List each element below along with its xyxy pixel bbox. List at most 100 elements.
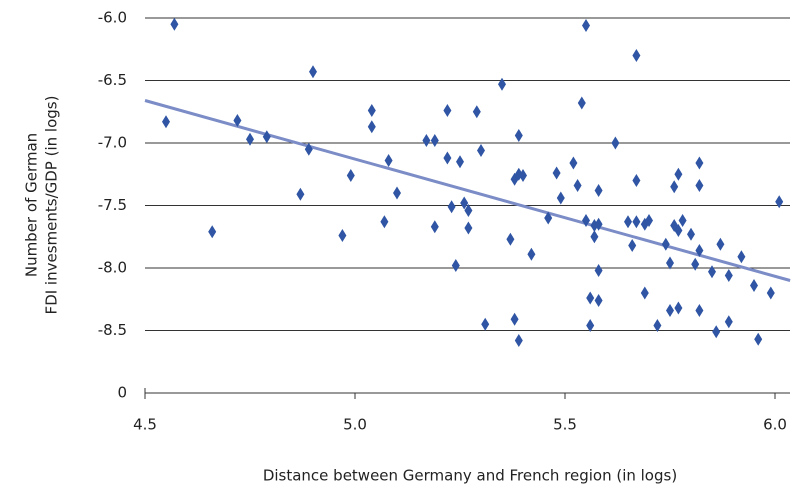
point (451, 259, 460, 272)
point (594, 264, 603, 277)
point (632, 174, 641, 187)
point (645, 214, 653, 227)
point (472, 105, 481, 119)
y-tick-label: -7.0 (98, 134, 127, 152)
y-tick-label: 0 (117, 384, 127, 402)
x-tick-label: 6.0 (763, 416, 787, 434)
point (695, 156, 704, 170)
point (640, 286, 649, 300)
point (687, 227, 695, 241)
point (506, 232, 515, 246)
point (262, 130, 271, 144)
point (456, 155, 464, 169)
point (443, 104, 452, 117)
point (724, 269, 733, 282)
point (674, 167, 683, 181)
point (519, 169, 527, 182)
point (737, 250, 746, 264)
point (628, 239, 637, 252)
y-tick-label: -8.0 (98, 259, 127, 277)
point (380, 215, 389, 229)
y-tick-label: -8.5 (98, 321, 127, 339)
point (695, 304, 704, 317)
point (477, 144, 485, 157)
point (724, 315, 733, 329)
point (430, 134, 439, 147)
point (514, 334, 523, 347)
point (577, 96, 586, 110)
point (569, 156, 578, 170)
point (766, 286, 775, 300)
y-tick-label: -6.5 (98, 71, 127, 89)
point (460, 196, 469, 210)
point (666, 304, 674, 317)
point (582, 19, 590, 32)
trend-line (144, 99, 791, 282)
point (162, 115, 170, 129)
point (590, 230, 599, 244)
point (624, 215, 632, 229)
point (750, 279, 758, 292)
point (246, 132, 254, 146)
point (666, 256, 674, 270)
point (582, 214, 590, 227)
point (309, 65, 317, 79)
point (233, 114, 242, 127)
point (552, 166, 561, 180)
x-tick-label: 5.5 (553, 416, 577, 434)
y-axis-label-line: FDI invesments/GDP (in logs) (43, 96, 61, 315)
point (712, 325, 721, 339)
point (170, 17, 179, 31)
point (632, 49, 641, 62)
point (367, 104, 376, 117)
point (611, 136, 620, 150)
point (573, 179, 582, 192)
point (346, 169, 355, 182)
point (653, 319, 662, 332)
point (632, 215, 641, 229)
point (754, 332, 763, 346)
point (708, 265, 716, 279)
point (498, 77, 506, 91)
point (464, 221, 473, 235)
point (208, 225, 217, 239)
point (678, 214, 687, 227)
point (674, 224, 683, 237)
point (514, 129, 523, 142)
point (661, 237, 670, 251)
point (691, 257, 700, 271)
point (594, 294, 603, 307)
x-tick-label: 4.5 (133, 416, 157, 434)
point (544, 211, 553, 225)
point (586, 319, 595, 332)
y-tick-label: -7.5 (98, 196, 127, 214)
point (695, 244, 704, 257)
point (393, 186, 401, 200)
point (775, 195, 784, 209)
point (556, 191, 565, 205)
point (716, 237, 725, 251)
y-axis-label-line: Number of German (23, 133, 41, 277)
point (443, 151, 452, 165)
point (527, 247, 536, 261)
point (586, 291, 595, 305)
point (695, 179, 704, 192)
point (367, 120, 376, 134)
point (481, 317, 490, 331)
point (447, 200, 456, 214)
x-tick-label: 5.0 (343, 416, 367, 434)
point (674, 301, 683, 315)
point (510, 312, 519, 326)
point (422, 134, 431, 147)
point (384, 154, 393, 167)
point (338, 229, 347, 242)
point (430, 220, 439, 234)
y-axis-label: Number of German FDI invesments/GDP (in … (23, 96, 61, 315)
point (594, 217, 603, 231)
x-axis-label: Distance between Germany and French regi… (263, 467, 677, 485)
point (296, 187, 305, 201)
y-tick-label: -6.0 (98, 9, 127, 27)
point (670, 180, 679, 194)
point (464, 204, 473, 217)
